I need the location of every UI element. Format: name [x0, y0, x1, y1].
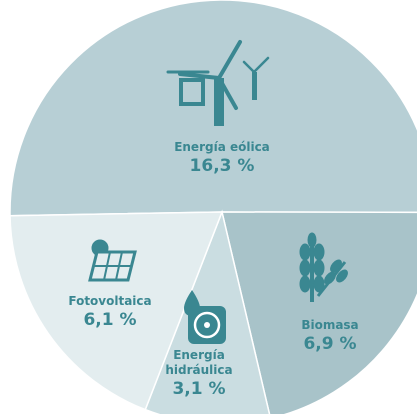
slice-label: Biomasa 6,9 %: [275, 318, 385, 355]
biomass-icon: [299, 232, 348, 302]
category-name: Fotovoltaica: [68, 294, 152, 308]
category-name: Energía eólica: [174, 140, 270, 154]
pie-slice: [221, 211, 417, 414]
slice-label: Energía hidráulica 3,1 %: [164, 348, 234, 400]
pie-slice: [9, 0, 417, 217]
value-label: 3,1 %: [172, 379, 226, 399]
category-name: Energía hidráulica: [165, 348, 233, 377]
hydro-icon: [184, 290, 226, 344]
pie-slice: [9, 211, 224, 411]
solar-icon: [88, 239, 137, 282]
value-label: 16,3 %: [189, 156, 255, 176]
category-name: Biomasa: [301, 318, 359, 332]
slice-label: Energía eólica 16,3 %: [167, 140, 277, 177]
value-label: 6,9 %: [303, 334, 357, 354]
value-label: 6,1 %: [83, 310, 137, 330]
wind-icon: [166, 40, 270, 126]
slice-label: Fotovoltaica 6,1 %: [55, 294, 165, 331]
